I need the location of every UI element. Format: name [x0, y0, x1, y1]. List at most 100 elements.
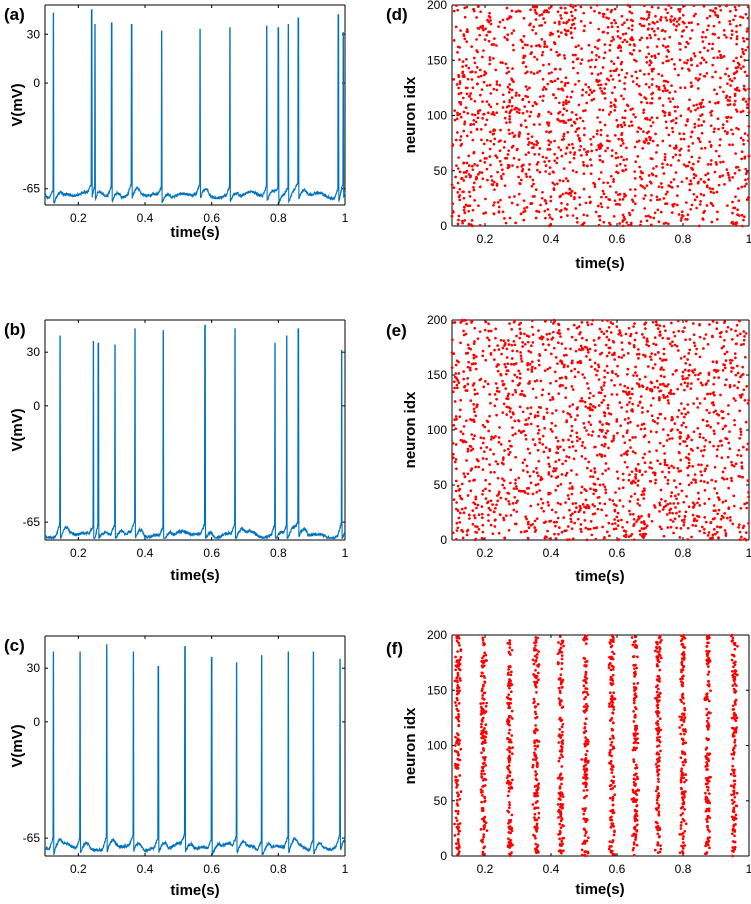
spike-dot — [572, 66, 575, 70]
spike-dot — [560, 87, 563, 91]
spike-dot — [548, 520, 551, 523]
spike-dot — [662, 222, 666, 225]
spike-dot — [693, 54, 697, 58]
spike-dot — [721, 126, 725, 130]
spike-dot — [541, 155, 545, 159]
spike-dot — [478, 223, 482, 227]
spike-dot — [581, 160, 585, 164]
spike-dot — [747, 495, 750, 499]
spike-dot — [559, 794, 562, 798]
spike-dot — [684, 377, 687, 381]
spike-dot — [713, 88, 716, 92]
spike-dot — [638, 504, 642, 507]
spike-dot — [497, 390, 501, 393]
spike-dot — [544, 164, 548, 167]
spike-dot — [737, 4, 741, 7]
spike-dot — [538, 45, 542, 48]
spike-dot — [708, 411, 711, 415]
spike-dot — [526, 406, 529, 410]
spike-dot — [489, 130, 492, 134]
spike-dot — [495, 80, 499, 83]
spike-dot — [653, 420, 657, 424]
spike-dot — [635, 140, 639, 144]
spike-dot — [658, 383, 662, 386]
spike-dot — [501, 168, 504, 172]
spike-dot — [507, 703, 510, 706]
spike-dot — [684, 412, 688, 416]
spike-dot — [508, 502, 511, 506]
spike-dot — [657, 792, 661, 795]
spike-dot — [722, 516, 725, 519]
spike-dot — [453, 460, 457, 464]
spike-dot — [562, 354, 566, 357]
spike-dot — [465, 86, 469, 90]
spike-dot — [634, 451, 637, 455]
spike-dot — [585, 709, 588, 712]
spike-dot — [573, 27, 577, 30]
spike-dot — [677, 159, 681, 162]
spike-dot — [459, 438, 463, 442]
spike-dot — [576, 414, 579, 417]
spike-dot — [634, 694, 638, 698]
spike-dot — [562, 101, 565, 104]
spike-dot — [741, 16, 745, 19]
spike-dot — [541, 99, 545, 103]
spike-dot — [610, 845, 613, 848]
spike-dot — [635, 829, 639, 832]
spike-dot — [619, 49, 623, 53]
spike-dot — [606, 206, 610, 209]
spike-dot — [573, 153, 576, 156]
spike-dot — [466, 365, 470, 369]
spike-dot — [483, 450, 486, 454]
spike-dot — [503, 36, 507, 39]
spike-dot — [518, 108, 521, 112]
spike-dot — [526, 363, 529, 367]
spike-dot — [632, 853, 636, 857]
spike-dot — [584, 109, 587, 112]
spike-dot — [611, 668, 615, 671]
spike-dot — [649, 198, 653, 202]
spike-dot — [485, 446, 489, 449]
spike-dot — [594, 445, 597, 449]
spike-dot — [562, 21, 566, 25]
spike-dot — [508, 322, 511, 325]
spike-dot — [657, 85, 661, 89]
spike-dot — [508, 846, 512, 849]
spike-dot — [580, 396, 584, 400]
spike-dot — [457, 724, 460, 728]
spike-dot — [635, 666, 638, 670]
spike-dot — [583, 850, 587, 854]
spike-dot — [463, 6, 467, 10]
spike-dot — [680, 180, 684, 184]
spike-dot — [609, 759, 613, 763]
spike-dot — [493, 470, 496, 474]
spike-dot — [744, 531, 748, 534]
spike-dot — [471, 522, 475, 526]
spike-dot — [658, 826, 662, 830]
spike-dot — [482, 835, 485, 839]
spike-dot — [582, 764, 586, 768]
spike-dot — [579, 5, 583, 9]
spike-dot — [711, 517, 715, 521]
spike-dot — [468, 366, 472, 370]
spike-dot — [478, 171, 482, 174]
spike-dot — [632, 701, 636, 705]
spike-dot — [702, 120, 706, 123]
spike-dot — [726, 82, 729, 86]
spike-dot — [508, 803, 511, 807]
spike-dot — [487, 329, 491, 333]
spike-dot — [656, 208, 660, 212]
spike-dot — [740, 373, 744, 377]
spike-dot — [587, 93, 591, 97]
spike-dot — [623, 452, 626, 456]
spike-dot — [668, 508, 672, 512]
spike-dot — [608, 139, 611, 143]
spike-dot — [462, 129, 466, 133]
spike-dot — [518, 405, 522, 409]
spike-dot — [454, 443, 458, 446]
spike-dot — [536, 71, 539, 74]
spike-dot — [456, 45, 460, 49]
spike-dot — [495, 88, 499, 92]
